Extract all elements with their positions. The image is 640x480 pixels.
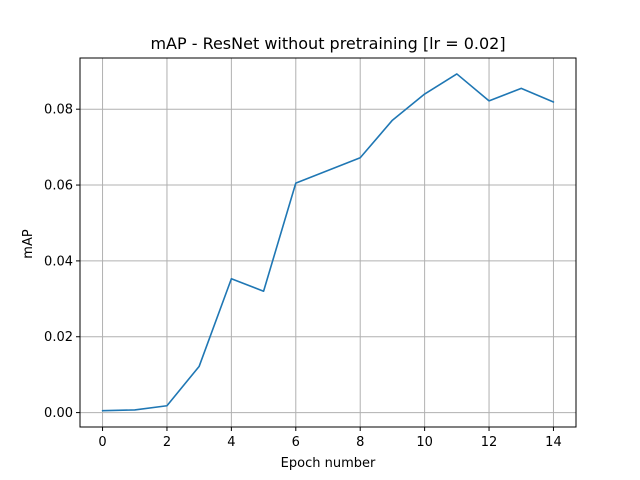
series-layer <box>101 73 555 412</box>
y-tick-label: 0.06 <box>44 179 73 194</box>
x-tick-label: 6 <box>292 435 300 450</box>
y-tick-label: 0.08 <box>44 103 73 118</box>
y-tick-label: 0.04 <box>44 254 73 269</box>
x-axis-label: Epoch number <box>281 456 376 471</box>
y-tick-label: 0.02 <box>44 330 73 345</box>
chart-title: mAP - ResNet without pretraining [lr = 0… <box>150 34 505 53</box>
x-tick-label: 2 <box>163 435 171 450</box>
x-tick-label: 14 <box>545 435 562 450</box>
y-axis: 0.00 0.02 0.04 0.06 0.08 <box>44 103 80 421</box>
grid <box>80 58 576 427</box>
x-tick-label: 0 <box>98 435 106 450</box>
x-tick-label: 10 <box>416 435 433 450</box>
plot-frame <box>79 57 577 428</box>
x-axis: 0 2 4 6 8 10 12 14 <box>98 427 562 450</box>
x-tick-label: 8 <box>356 435 364 450</box>
x-tick-label: 12 <box>481 435 498 450</box>
y-tick-label: 0.00 <box>44 406 73 421</box>
x-tick-label: 4 <box>227 435 235 450</box>
map-series-line <box>101 73 555 412</box>
y-axis-label: mAP <box>21 229 36 259</box>
